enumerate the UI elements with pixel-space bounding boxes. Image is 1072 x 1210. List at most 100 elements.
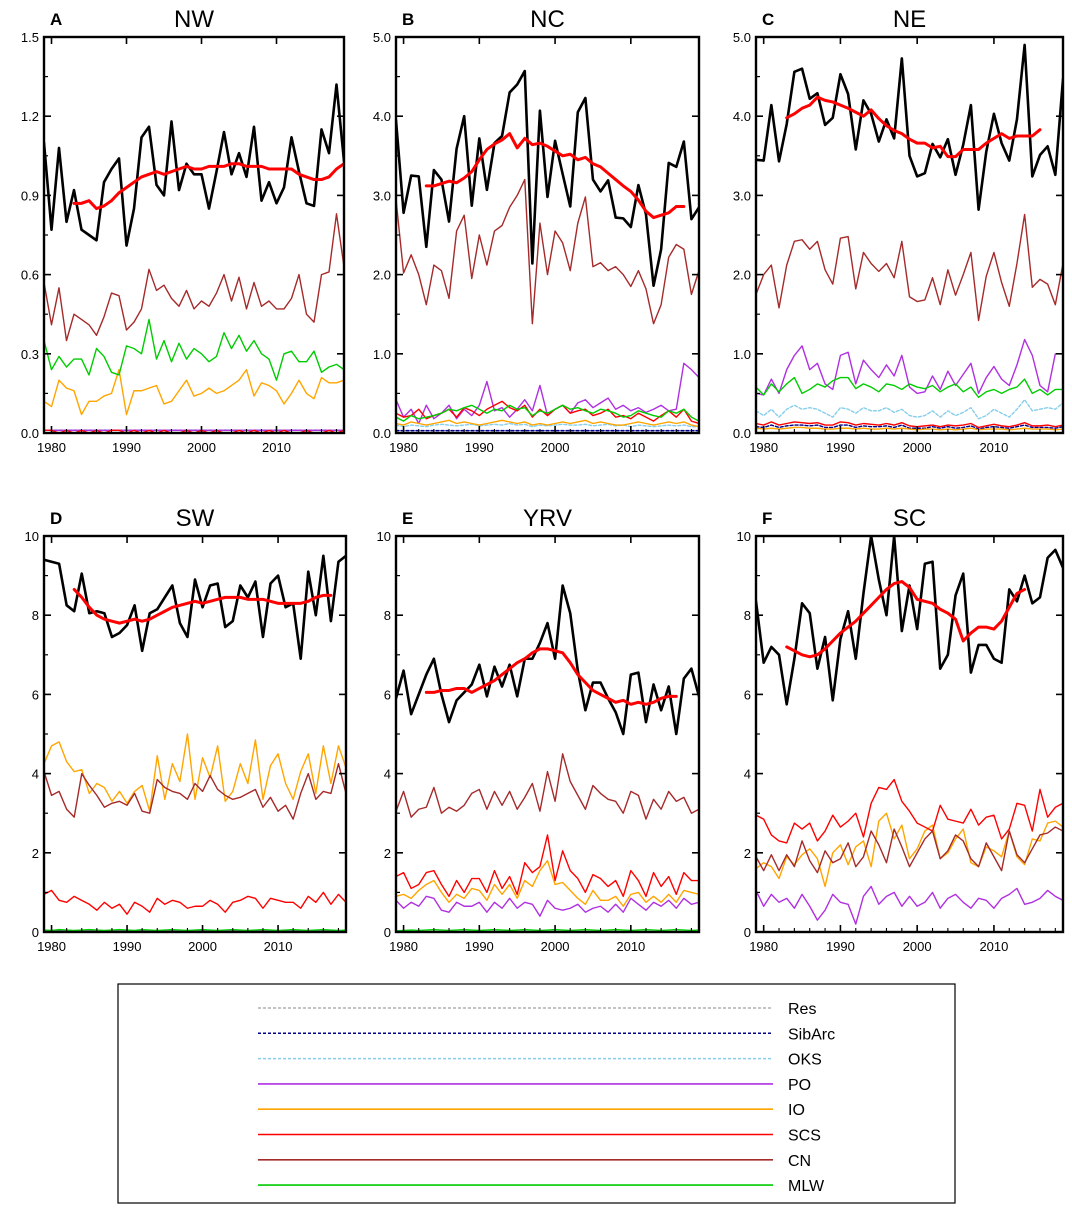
series-io-sc — [756, 812, 1063, 888]
series-group — [44, 554, 346, 932]
plot-frame — [754, 35, 1065, 435]
ytick-label: 0.9 — [21, 188, 39, 203]
xtick-label: 2000 — [541, 440, 570, 455]
series-po-nc — [396, 362, 699, 425]
series-total-nw — [44, 83, 344, 247]
panel-title: NW — [174, 6, 214, 33]
xtick-label: 1980 — [749, 440, 778, 455]
series-total-sw — [44, 554, 346, 661]
series-scs-sc — [756, 778, 1063, 844]
xtick-label: 2000 — [187, 440, 216, 455]
series-po-ne — [756, 338, 1063, 396]
panel-letter: A — [50, 10, 62, 29]
series-cn-ne — [756, 213, 1063, 322]
legend-item-oks: OKS — [258, 1052, 822, 1069]
series-total-nc — [396, 69, 699, 287]
ytick-label: 6 — [32, 687, 39, 702]
ytick-label: 1.5 — [21, 30, 39, 45]
series-mlw-ne — [756, 376, 1063, 399]
panel-letter: F — [762, 509, 772, 528]
xtick-label: 2010 — [262, 440, 291, 455]
ytick-label: 0.0 — [373, 426, 391, 441]
panel-title: SC — [893, 505, 926, 532]
legend-label: CN — [788, 1153, 811, 1170]
legend: Res SibArc OKS PO IO SCS CN MLW — [117, 983, 956, 1204]
panel-letter: E — [402, 509, 413, 528]
xtick-label: 2010 — [979, 939, 1008, 954]
series-smooth-nw — [72, 161, 344, 211]
series-cn-nc — [396, 178, 699, 325]
legend-label: OKS — [788, 1052, 822, 1069]
series-smooth-ne — [785, 95, 1042, 159]
ytick-label: 0 — [384, 925, 391, 940]
ytick-label: 4 — [744, 767, 751, 782]
ytick-label: 4.0 — [733, 109, 751, 124]
series-io-nc — [396, 419, 699, 428]
xtick-label: 2000 — [903, 939, 932, 954]
legend-label: IO — [788, 1102, 805, 1119]
legend-item-cn: CN — [258, 1153, 811, 1170]
legend-item-sibarc: SibArc — [258, 1026, 835, 1043]
ytick-label: 1.2 — [21, 109, 39, 124]
series-cn-nw — [44, 213, 344, 342]
legend-label: Res — [788, 1001, 816, 1018]
ytick-label: 5.0 — [373, 30, 391, 45]
xtick-label: 1980 — [37, 440, 66, 455]
legend-label: MLW — [788, 1178, 825, 1195]
plot-frame — [394, 35, 701, 435]
xtick-label: 1980 — [37, 939, 66, 954]
ytick-label: 0.0 — [733, 426, 751, 441]
series-total-ne — [756, 43, 1063, 211]
xtick-label: 1990 — [826, 440, 855, 455]
ytick-label: 10 — [737, 529, 751, 544]
panel-yrv: 0 2 4 6 8 10 1980 1990 2000 2010 YRV E — [377, 505, 701, 954]
legend-item-po: PO — [258, 1077, 811, 1094]
panel-letter: D — [50, 509, 62, 528]
xtick-label: 1990 — [465, 939, 494, 954]
series-po-sc — [756, 885, 1063, 925]
series-io-nw — [44, 368, 344, 416]
ytick-label: 2 — [32, 846, 39, 861]
series-group — [44, 83, 344, 433]
xtick-label: 2000 — [903, 440, 932, 455]
plot-frame — [42, 534, 348, 934]
ytick-label: 1.0 — [733, 347, 751, 362]
series-smooth-nc — [424, 132, 686, 220]
panel-letter: B — [402, 10, 414, 29]
legend-label: SCS — [788, 1128, 821, 1145]
series-smooth-yrv — [424, 647, 678, 706]
series-group — [756, 43, 1063, 431]
series-smooth-sc — [785, 580, 1027, 659]
series-scs-ne — [756, 421, 1063, 429]
series-cn-yrv — [396, 753, 699, 820]
xtick-label: 1980 — [389, 440, 418, 455]
xtick-label: 1990 — [826, 939, 855, 954]
ytick-label: 2.0 — [733, 268, 751, 283]
panel-title: NE — [893, 6, 926, 33]
xtick-label: 1990 — [465, 440, 494, 455]
panel-ne: 0.0 1.0 2.0 3.0 4.0 5.0 1980 1990 2000 2010 NE C — [733, 6, 1065, 455]
series-cn-sw — [44, 763, 346, 820]
series-io-ne — [756, 426, 1063, 431]
series-oks-nc — [396, 422, 699, 428]
ytick-label: 2.0 — [373, 268, 391, 283]
series-io-sw — [44, 733, 346, 812]
series-cn-sc — [756, 826, 1063, 874]
panel-sw: 0 2 4 6 8 10 1980 1990 2000 2010 SW D — [25, 505, 348, 954]
ytick-label: 2 — [384, 846, 391, 861]
legend-item-io: IO — [258, 1102, 805, 1119]
ytick-label: 2 — [744, 846, 751, 861]
series-group — [396, 69, 699, 432]
legend-label: PO — [788, 1077, 811, 1094]
ytick-label: 0.0 — [21, 426, 39, 441]
xtick-label: 1980 — [389, 939, 418, 954]
ytick-label: 3.0 — [373, 188, 391, 203]
xtick-label: 1980 — [749, 939, 778, 954]
legend-label: SibArc — [788, 1026, 835, 1043]
ytick-label: 4 — [32, 767, 39, 782]
series-mlw-yrv — [396, 928, 699, 932]
panel-sc: 0 2 4 6 8 10 1980 1990 2000 2010 SC F — [737, 505, 1065, 954]
ytick-label: 8 — [744, 608, 751, 623]
series-oks-ne — [756, 399, 1063, 420]
